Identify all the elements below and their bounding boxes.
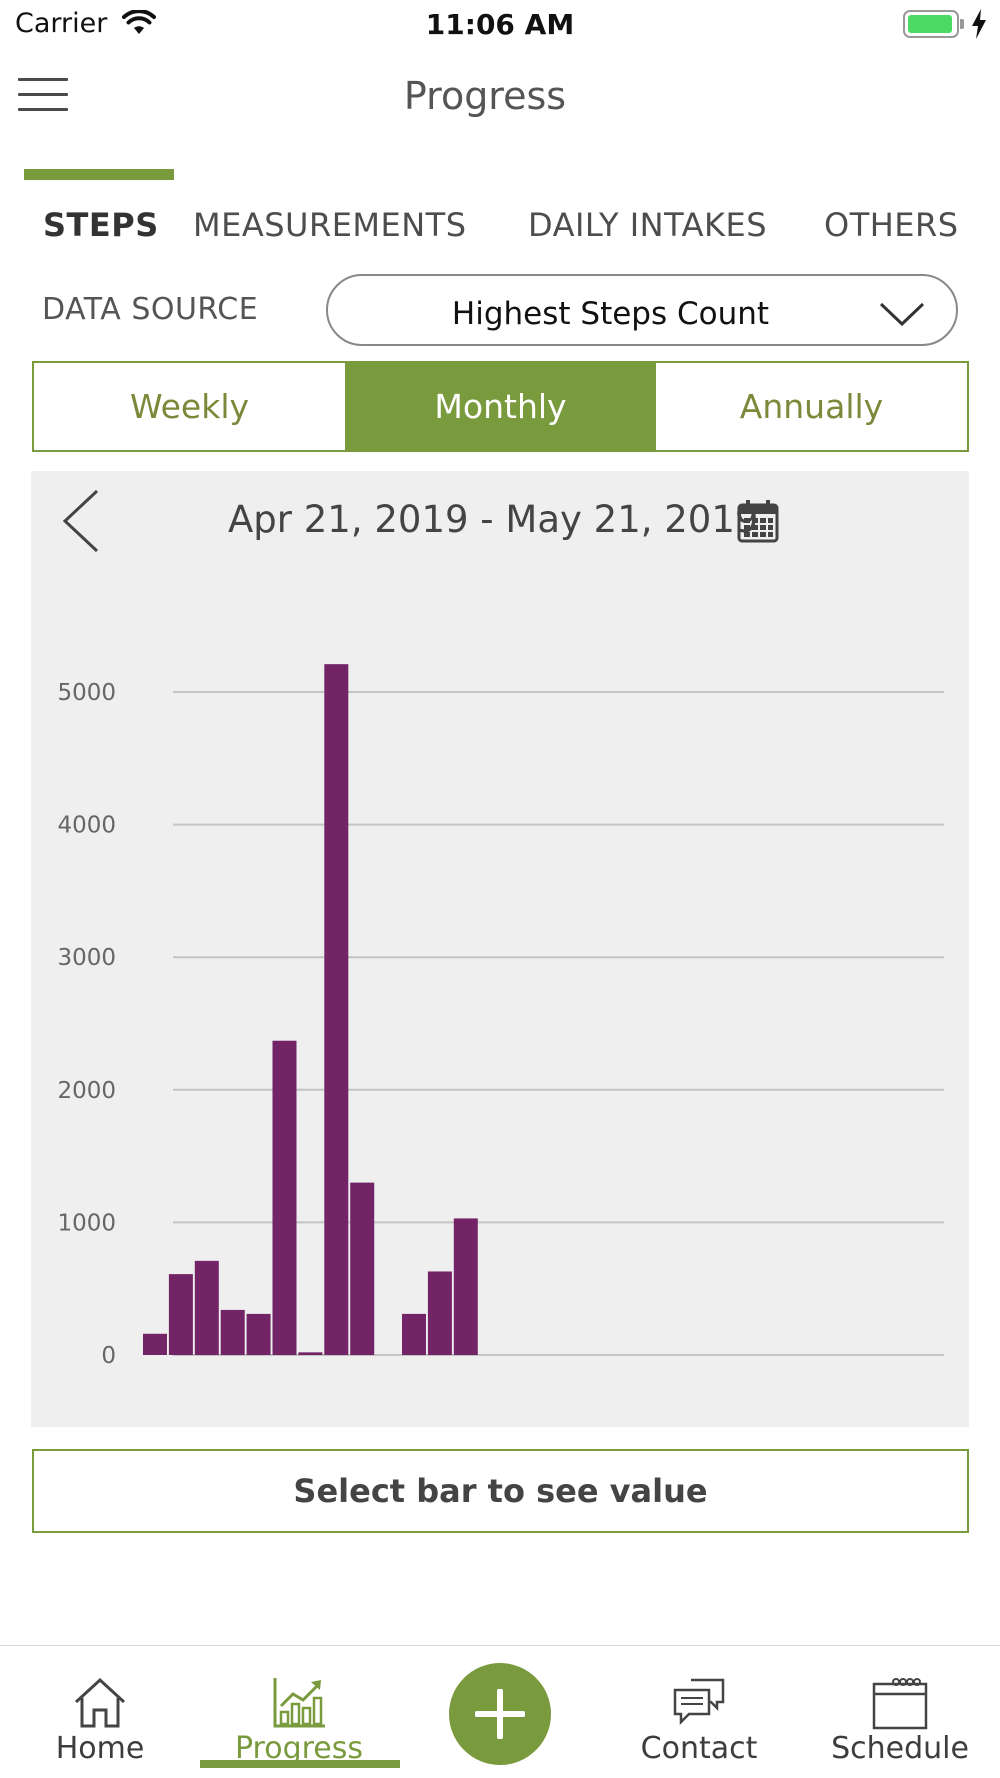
carrier-label: Carrier: [15, 8, 108, 39]
period-weekly[interactable]: Weekly: [34, 363, 345, 450]
chart-bar[interactable]: [272, 1040, 297, 1355]
nav-home-label: Home: [55, 1731, 145, 1766]
nav-schedule[interactable]: Schedule: [820, 1646, 980, 1778]
steps-bar-chart[interactable]: 0 1000 2000 3000 4000 5000: [31, 471, 969, 1427]
active-tab-indicator: [24, 169, 174, 180]
chart-bar[interactable]: [298, 1352, 323, 1355]
active-nav-indicator: [200, 1760, 400, 1768]
chart-bar[interactable]: [350, 1182, 375, 1355]
wifi-icon: [122, 10, 156, 34]
y-tick-label: 2000: [57, 1078, 116, 1104]
chart-bar[interactable]: [246, 1313, 271, 1355]
data-source-value: Highest Steps Count: [451, 296, 770, 332]
nav-home[interactable]: Home: [20, 1646, 180, 1778]
chart-panel: Apr 21, 2019 - May 21, 2019 0 1000 2000 300…: [31, 471, 969, 1427]
category-tabs: STEPS MEASUREMENTS DAILY INTAKES OTHERS: [0, 206, 1000, 250]
y-tick-label: 0: [101, 1343, 116, 1369]
tab-others[interactable]: OTHERS: [824, 206, 959, 244]
y-tick-label: 4000: [57, 813, 116, 839]
chart-bar[interactable]: [194, 1260, 219, 1355]
chart-bar[interactable]: [402, 1313, 426, 1355]
status-bar: Carrier 11:06 AM: [0, 0, 1000, 52]
battery-icon: [903, 10, 959, 38]
home-icon: [74, 1677, 126, 1728]
y-tick-label: 3000: [57, 945, 116, 971]
hamburger-menu-icon[interactable]: [18, 78, 68, 114]
period-monthly[interactable]: Monthly: [345, 363, 656, 450]
y-tick-label: 5000: [57, 680, 116, 706]
nav-contact[interactable]: Contact: [619, 1646, 779, 1778]
chevron-down-icon: [879, 302, 925, 327]
period-annually[interactable]: Annually: [656, 363, 967, 450]
page-title: Progress: [403, 74, 567, 118]
add-button[interactable]: [449, 1663, 551, 1765]
tab-steps[interactable]: STEPS: [43, 206, 159, 244]
chat-bubbles-icon: [673, 1678, 725, 1726]
chart-bar[interactable]: [324, 664, 349, 1355]
chart-bar[interactable]: [220, 1309, 245, 1355]
nav-progress[interactable]: Progress: [219, 1646, 379, 1778]
chart-bar[interactable]: [143, 1333, 167, 1355]
previous-period-icon[interactable]: [61, 489, 101, 553]
chart-bar[interactable]: [168, 1274, 193, 1355]
chart-bar[interactable]: [427, 1271, 452, 1355]
data-source-label: DATA SOURCE: [42, 292, 259, 327]
progress-chart-icon: [273, 1678, 325, 1728]
y-tick-label: 1000: [57, 1210, 116, 1236]
charging-bolt-icon: [972, 9, 986, 39]
clock: 11:06 AM: [425, 8, 575, 41]
chart-bar[interactable]: [453, 1218, 478, 1355]
plus-icon: [475, 1689, 525, 1739]
period-selector: Weekly Monthly Annually: [32, 361, 969, 452]
schedule-calendar-icon: [872, 1678, 928, 1730]
data-source-dropdown[interactable]: Highest Steps Count: [326, 274, 958, 346]
nav-schedule-label: Schedule: [831, 1731, 969, 1766]
tab-daily-intakes[interactable]: DAILY INTAKES: [528, 206, 768, 244]
battery-cap: [960, 19, 964, 29]
nav-contact-label: Contact: [640, 1731, 758, 1766]
selected-bar-value: Select bar to see value: [32, 1449, 969, 1533]
calendar-icon[interactable]: [737, 499, 779, 543]
date-range: Apr 21, 2019 - May 21, 2019: [228, 498, 759, 541]
tab-measurements[interactable]: MEASUREMENTS: [193, 206, 467, 244]
